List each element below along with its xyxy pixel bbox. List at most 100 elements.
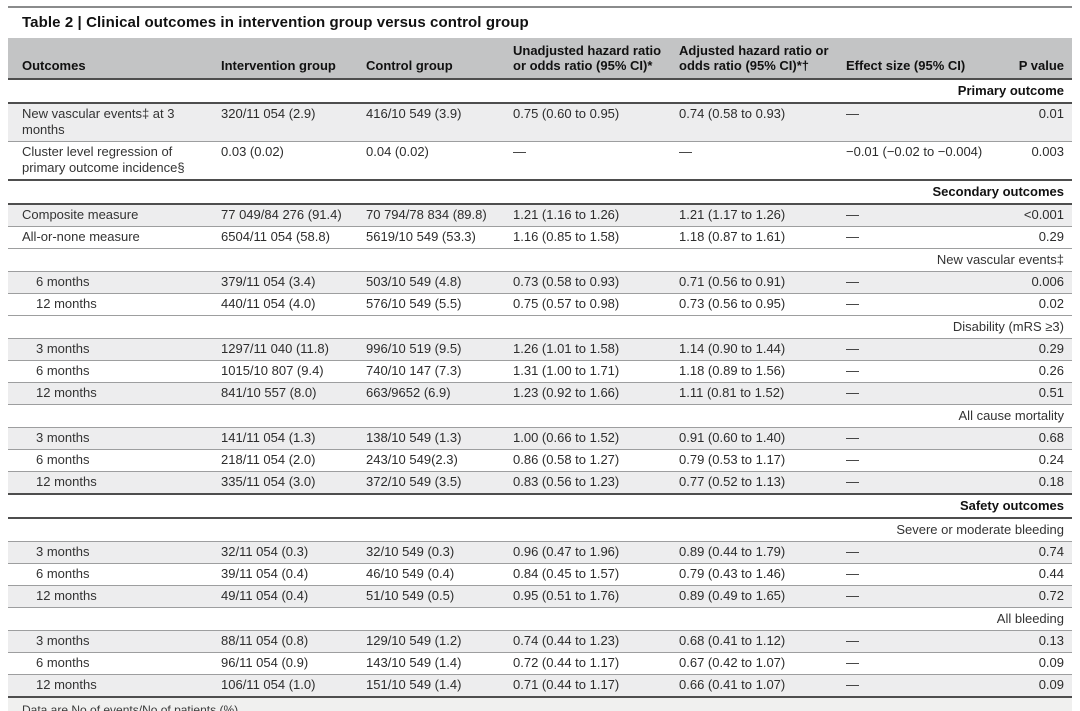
table-row: 12 months 49/11 054 (0.4) 51/10 549 (0.5) 0…: [8, 585, 1072, 608]
value-cell: 96/11 054 (0.9): [221, 655, 309, 670]
subsection-label: New vascular events‡: [936, 252, 1064, 267]
subsection-row: New vascular events‡: [8, 248, 1072, 272]
value-cell: 243/10 549(2.3): [366, 452, 458, 467]
column-header-unadjusted-hazard-ratio: Unadjusted hazard ratio or odds ratio (9…: [513, 38, 679, 79]
subsection-label: Severe or moderate bleeding: [896, 522, 1064, 537]
value-cell: 0.83 (0.56 to 1.23): [513, 474, 620, 489]
value-cell: 0.51: [1038, 385, 1064, 400]
value-cell: 141/11 054 (1.3): [221, 430, 316, 445]
outcome-cell: 3 months: [36, 430, 90, 445]
outcome-cell: New vascular events‡ at 3 months: [22, 106, 175, 137]
value-cell: 379/11 054 (3.4): [221, 274, 316, 289]
table-row: New vascular events‡ at 3 months 320/11 0…: [8, 103, 1072, 142]
value-cell: 663/9652 (6.9): [366, 385, 451, 400]
table-row: 6 months 96/11 054 (0.9) 143/10 549 (1.4) 0…: [8, 652, 1072, 675]
value-cell: 0.04 (0.02): [366, 144, 429, 159]
subsection-label: All bleeding: [996, 611, 1064, 626]
value-cell: 0.01: [1038, 106, 1064, 121]
section-label: Safety outcomes: [959, 498, 1064, 513]
value-cell: 0.91 (0.60 to 1.40): [679, 430, 786, 445]
column-header-control-group: Control group: [366, 38, 513, 79]
section-label: Primary outcome: [957, 83, 1064, 98]
value-cell: 0.09: [1038, 655, 1064, 670]
section-row: Secondary outcomes: [8, 180, 1072, 204]
value-cell: 1.31 (1.00 to 1.71): [513, 363, 620, 378]
outcome-cell: 3 months: [36, 341, 90, 356]
subsection-row: Severe or moderate bleeding: [8, 518, 1072, 542]
table-row: 3 months 88/11 054 (0.8) 129/10 549 (1.2) 0…: [8, 630, 1072, 653]
value-cell: 0.66 (0.41 to 1.07): [679, 677, 786, 692]
table-row: Composite measure 77 049/84 276 (91.4) 70 …: [8, 204, 1072, 227]
value-cell: 503/10 549 (4.8): [366, 274, 462, 289]
value-cell: 335/11 054 (3.0): [221, 474, 316, 489]
value-cell: 996/10 519 (9.5): [366, 341, 462, 356]
outcome-cell: 12 months: [36, 296, 97, 311]
value-cell: 0.79 (0.43 to 1.46): [679, 566, 786, 581]
value-cell: 841/10 557 (8.0): [221, 385, 317, 400]
column-header-outcomes: Outcomes: [8, 38, 221, 79]
value-cell: —: [846, 474, 859, 489]
value-cell: 6504/11 054 (58.8): [221, 229, 330, 244]
value-cell: 0.74 (0.44 to 1.23): [513, 633, 620, 648]
value-cell: 0.73 (0.56 to 0.95): [679, 296, 786, 311]
value-cell: 129/10 549 (1.2): [366, 633, 462, 648]
value-cell: 1297/11 040 (11.8): [221, 341, 329, 356]
value-cell: 0.18: [1038, 474, 1064, 489]
table-row: 3 months 1297/11 040 (11.8) 996/10 519 (9.…: [8, 338, 1072, 361]
table-row: All-or-none measure 6504/11 054 (58.8) 561…: [8, 226, 1072, 249]
value-cell: 0.96 (0.47 to 1.96): [513, 544, 620, 559]
value-cell: 0.77 (0.52 to 1.13): [679, 474, 786, 489]
value-cell: 49/11 054 (0.4): [221, 588, 309, 603]
value-cell: 0.74 (0.58 to 0.93): [679, 106, 786, 121]
value-cell: 0.72: [1038, 588, 1064, 603]
clinical-outcomes-table: Outcomes Intervention group Control grou…: [8, 38, 1072, 698]
value-cell: 0.09: [1038, 677, 1064, 692]
section-label: Secondary outcomes: [932, 184, 1065, 199]
value-cell: 0.95 (0.51 to 1.76): [513, 588, 620, 603]
outcome-cell: 3 months: [36, 633, 90, 648]
column-header-p-value: P value: [1003, 38, 1072, 79]
value-cell: 0.74: [1038, 544, 1064, 559]
outcome-cell: 12 months: [36, 385, 97, 400]
value-cell: —: [846, 229, 859, 244]
value-cell: 218/11 054 (2.0): [221, 452, 316, 467]
value-cell: 0.006: [1031, 274, 1064, 289]
value-cell: 1.26 (1.01 to 1.58): [513, 341, 620, 356]
outcome-cell: 12 months: [36, 588, 97, 603]
column-header-intervention-group: Intervention group: [221, 38, 366, 79]
value-cell: —: [846, 544, 859, 559]
value-cell: 0.003: [1031, 144, 1064, 159]
value-cell: −0.01 (−0.02 to −0.004): [846, 144, 983, 159]
value-cell: 106/11 054 (1.0): [221, 677, 316, 692]
value-cell: —: [846, 633, 859, 648]
value-cell: 320/11 054 (2.9): [221, 106, 316, 121]
value-cell: 0.79 (0.53 to 1.17): [679, 452, 786, 467]
value-cell: 1.11 (0.81 to 1.52): [679, 385, 785, 400]
value-cell: 0.72 (0.44 to 1.17): [513, 655, 620, 670]
value-cell: 51/10 549 (0.5): [366, 588, 455, 603]
outcome-cell: All-or-none measure: [22, 229, 140, 244]
value-cell: 416/10 549 (3.9): [366, 106, 462, 121]
outcome-cell: Composite measure: [22, 207, 139, 222]
outcome-cell: 12 months: [36, 474, 97, 489]
value-cell: 0.13: [1038, 633, 1064, 648]
table-row: 6 months 218/11 054 (2.0) 243/10 549(2.3) 0…: [8, 449, 1072, 472]
value-cell: 1.18 (0.89 to 1.56): [679, 363, 786, 378]
outcome-cell: 6 months: [36, 274, 90, 289]
table-row: Cluster level regression of primary outc…: [8, 141, 1072, 181]
outcomes-table-body: Primary outcome New vascular events‡ at 3…: [8, 79, 1072, 697]
value-cell: 440/11 054 (4.0): [221, 296, 316, 311]
value-cell: 0.02: [1038, 296, 1064, 311]
value-cell: 0.75 (0.60 to 0.95): [513, 106, 620, 121]
outcome-cell: 12 months: [36, 677, 97, 692]
value-cell: 0.67 (0.42 to 1.07): [679, 655, 786, 670]
value-cell: 5619/10 549 (53.3): [366, 229, 476, 244]
section-row: Safety outcomes: [8, 494, 1072, 518]
value-cell: 143/10 549 (1.4): [366, 655, 462, 670]
table-row: 12 months 440/11 054 (4.0) 576/10 549 (5.5…: [8, 293, 1072, 316]
value-cell: 0.89 (0.49 to 1.65): [679, 588, 786, 603]
outcome-cell: 6 months: [36, 452, 90, 467]
value-cell: —: [846, 385, 859, 400]
value-cell: —: [846, 363, 859, 378]
footnote-data-definition: Data are No of events/No of patients (%)…: [22, 703, 242, 711]
